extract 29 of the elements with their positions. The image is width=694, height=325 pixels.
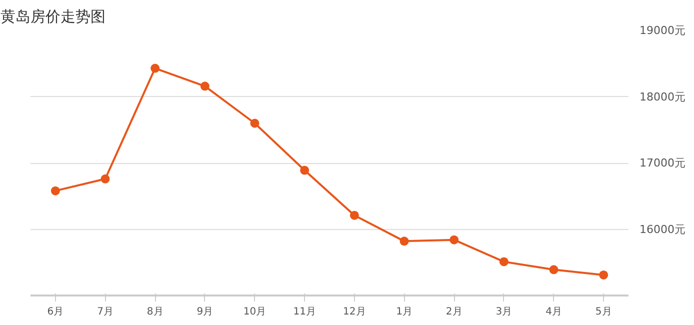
x-tick-label: 6月 <box>47 306 64 318</box>
point <box>450 235 459 244</box>
x-tick-label: 4月 <box>546 306 562 318</box>
x-tick-label: 1月 <box>396 306 412 318</box>
point <box>50 186 60 196</box>
x-tick-label: 3月 <box>496 306 512 318</box>
x-tick-label: 7月 <box>97 306 114 318</box>
point <box>499 257 508 266</box>
x-tick-label: 12月 <box>343 306 366 318</box>
x-tick-label: 10月 <box>243 306 266 318</box>
chart-title: 黄岛房价走势图 <box>0 8 106 26</box>
y-tick-label: 18000元 <box>640 90 686 104</box>
point <box>350 210 359 220</box>
point <box>300 166 310 175</box>
point <box>400 236 409 246</box>
x-tick-label: 5月 <box>595 306 612 318</box>
point <box>599 270 608 280</box>
y-tick-label: 17000元 <box>640 156 686 170</box>
point <box>150 64 160 73</box>
point <box>549 265 558 274</box>
x-tick-label: 8月 <box>146 306 164 318</box>
y-tick-label: 19000元 <box>640 24 686 37</box>
x-tick-label: 11月 <box>293 306 316 318</box>
point <box>250 118 260 128</box>
y-tick-label: 16000元 <box>640 222 686 236</box>
point <box>200 82 210 91</box>
point <box>100 174 110 184</box>
x-tick-label: 2月 <box>446 306 462 318</box>
x-tick-label: 9月 <box>196 306 214 318</box>
